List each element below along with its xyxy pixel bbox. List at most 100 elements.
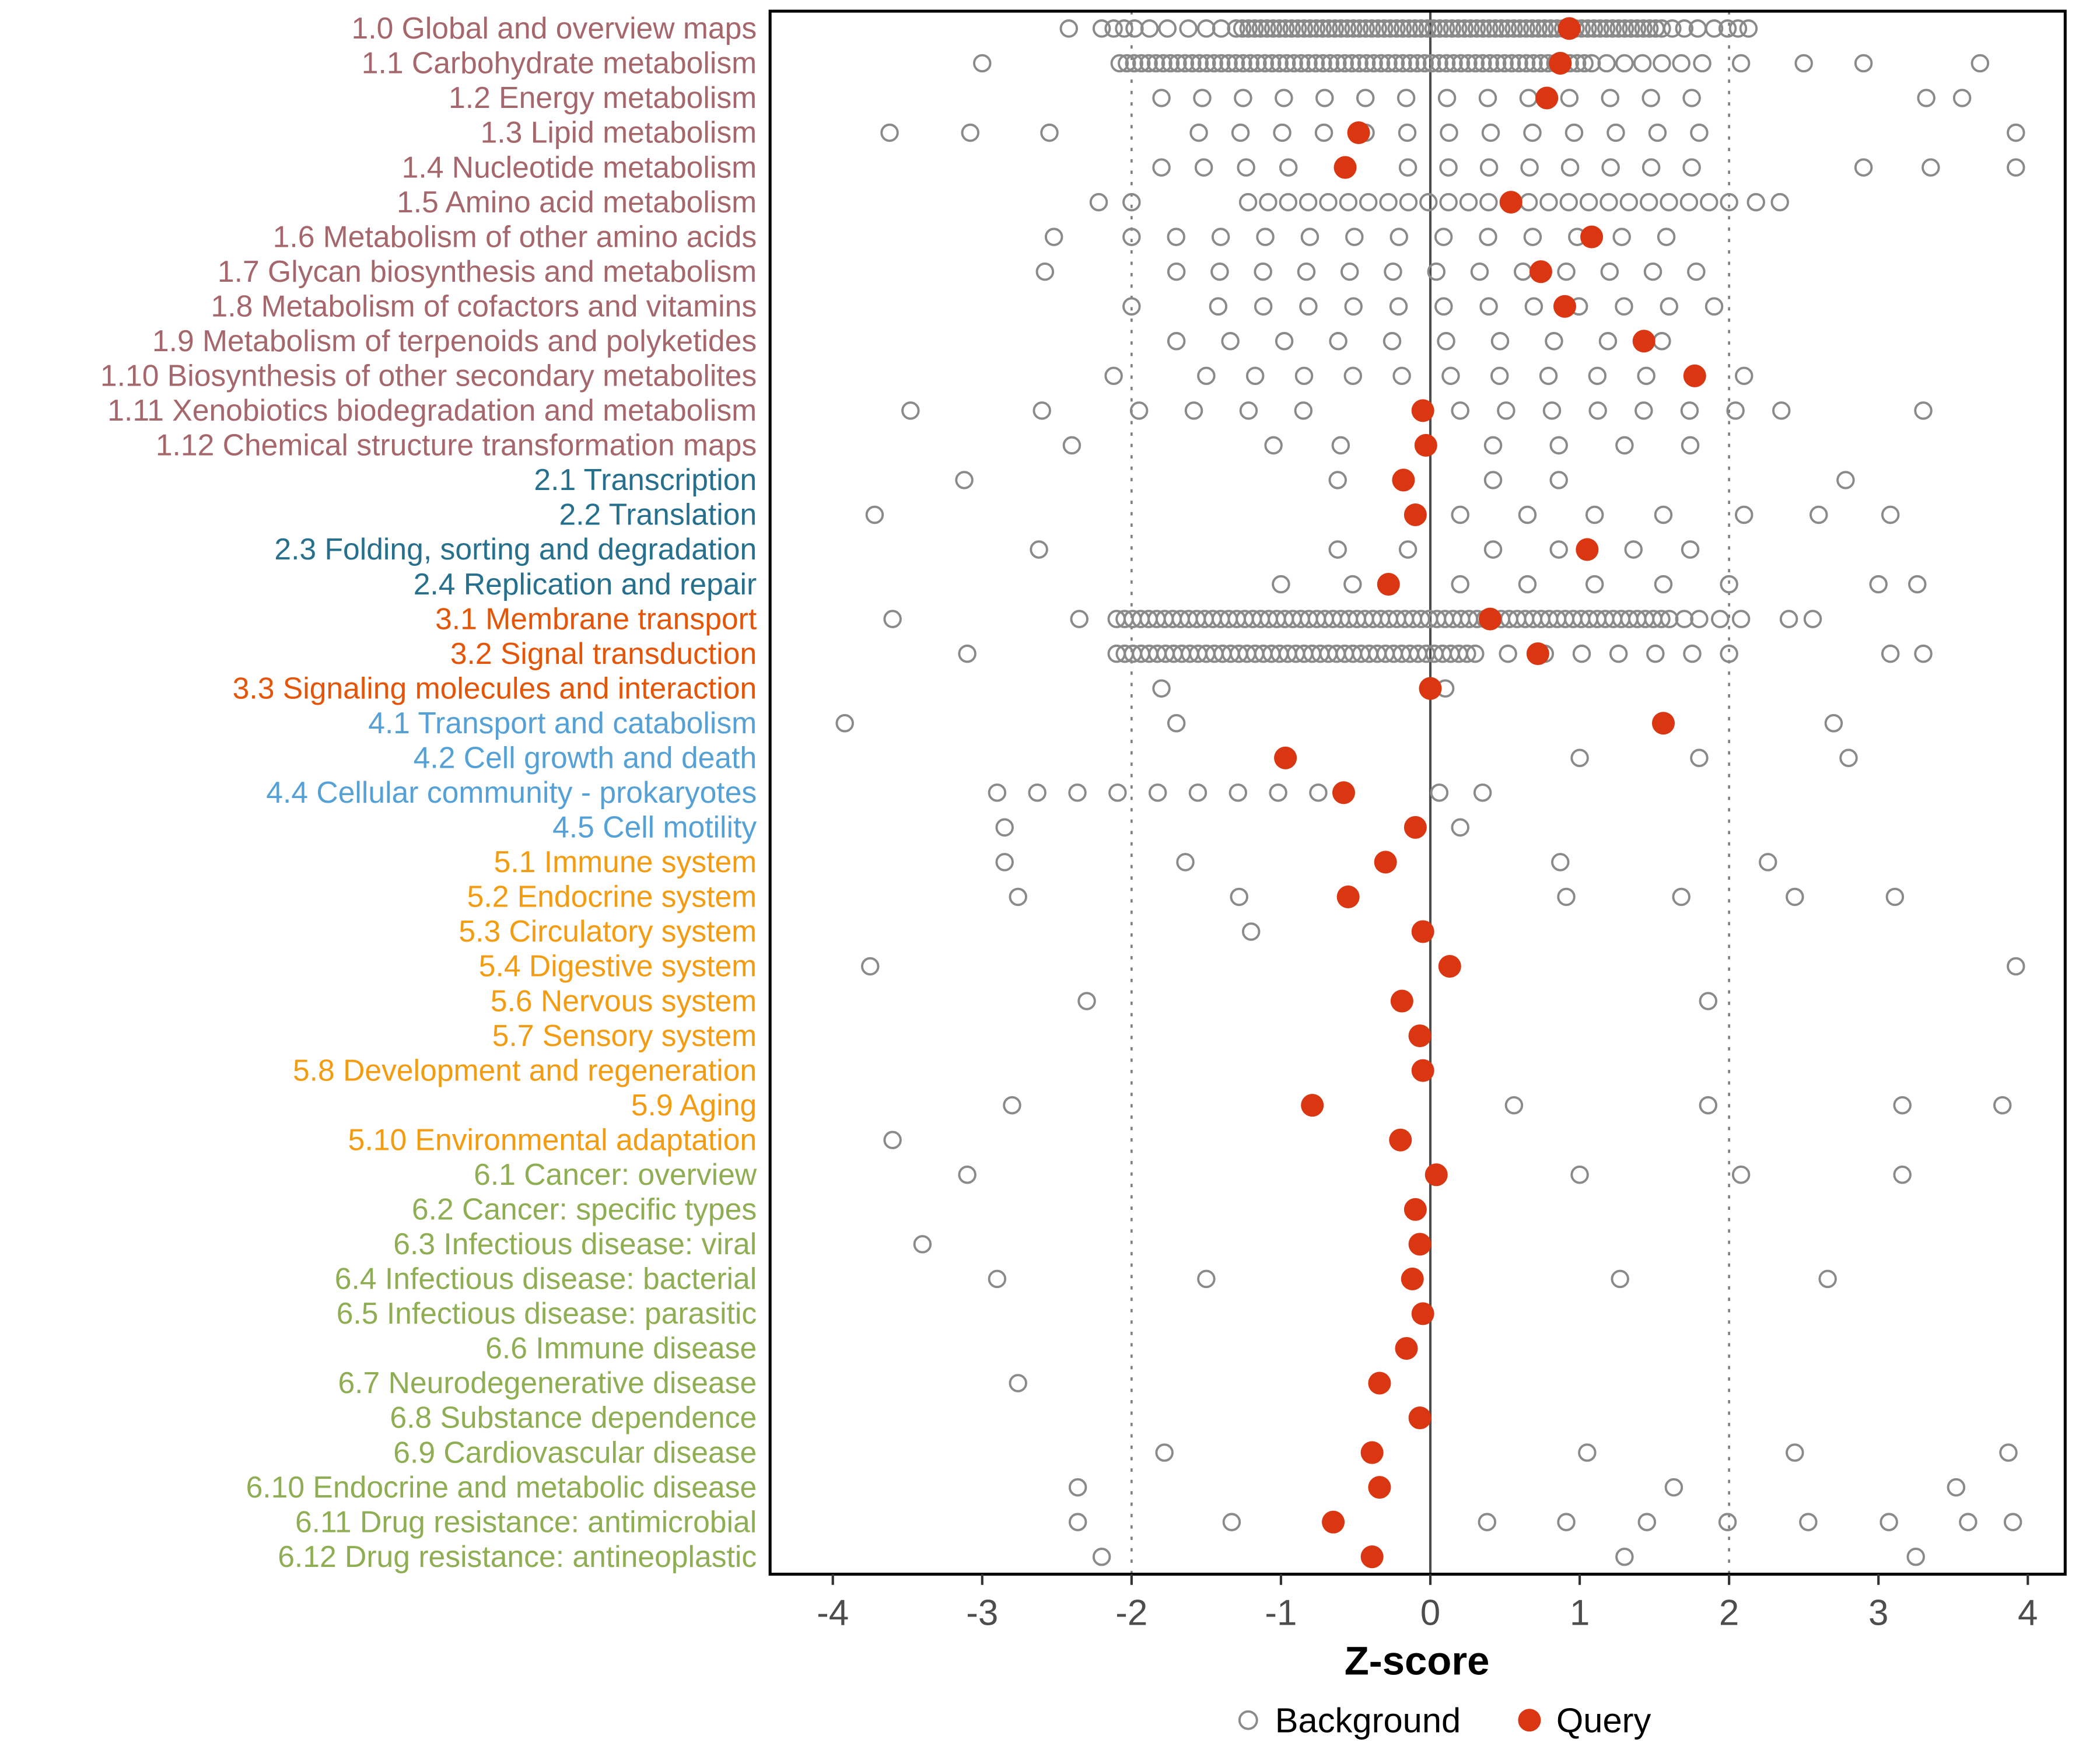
background-point bbox=[1959, 1513, 1978, 1531]
background-point bbox=[1155, 1443, 1174, 1462]
background-point bbox=[1675, 19, 1694, 38]
background-point bbox=[1517, 54, 1536, 73]
background-point bbox=[1219, 54, 1238, 73]
background-point bbox=[1299, 54, 1318, 73]
background-point bbox=[1068, 1478, 1087, 1497]
query-point bbox=[1683, 364, 1706, 387]
background-point bbox=[1579, 193, 1598, 212]
background-point bbox=[1263, 54, 1282, 73]
background-point bbox=[1637, 1513, 1657, 1531]
background-point bbox=[1198, 54, 1216, 73]
background-point bbox=[1560, 158, 1580, 177]
background-point bbox=[1455, 19, 1474, 38]
background-point bbox=[1634, 19, 1653, 38]
background-point bbox=[1434, 228, 1453, 246]
background-point bbox=[1139, 54, 1158, 73]
background-point bbox=[1264, 19, 1283, 38]
background-point bbox=[1640, 19, 1659, 38]
background-point bbox=[1335, 54, 1354, 73]
background-point bbox=[883, 1131, 902, 1149]
background-point bbox=[1390, 228, 1408, 246]
background-point bbox=[1392, 366, 1411, 386]
x-axis-tick-label: 4 bbox=[2018, 1593, 2038, 1633]
query-point bbox=[1411, 1059, 1434, 1082]
background-point bbox=[1209, 297, 1228, 316]
background-point bbox=[1108, 783, 1127, 802]
background-point bbox=[1401, 54, 1420, 73]
query-point bbox=[1411, 920, 1434, 943]
category-label: 6.5 Infectious disease: parasitic bbox=[337, 1296, 757, 1330]
background-point bbox=[1539, 366, 1558, 386]
background-point bbox=[1628, 19, 1647, 38]
background-point bbox=[1836, 471, 1855, 489]
background-point bbox=[1728, 19, 1748, 38]
background-point bbox=[1682, 158, 1701, 177]
background-point bbox=[1313, 19, 1332, 38]
background-point bbox=[1399, 19, 1418, 38]
background-point bbox=[1254, 262, 1272, 281]
background-point bbox=[1585, 505, 1604, 524]
background-point bbox=[880, 123, 899, 142]
query-point bbox=[1438, 954, 1461, 978]
background-point bbox=[1276, 19, 1295, 38]
background-point bbox=[1430, 54, 1448, 73]
background-point bbox=[1699, 992, 1718, 1010]
query-point bbox=[1395, 1336, 1418, 1360]
category-label: 4.4 Cellular community - prokaryotes bbox=[266, 775, 757, 809]
background-point bbox=[1241, 54, 1260, 73]
background-point bbox=[1700, 193, 1718, 212]
background-point bbox=[1642, 158, 1661, 177]
background-point bbox=[1350, 54, 1368, 73]
background-point bbox=[1687, 262, 1706, 281]
background-point bbox=[1523, 123, 1542, 142]
query-point bbox=[1322, 1510, 1345, 1534]
background-point bbox=[1615, 436, 1634, 455]
background-point bbox=[1363, 19, 1381, 38]
background-point bbox=[1339, 193, 1358, 212]
background-point bbox=[1314, 54, 1332, 73]
background-point bbox=[1125, 54, 1143, 73]
background-point bbox=[1490, 366, 1509, 386]
background-point bbox=[1690, 748, 1709, 767]
background-point bbox=[2003, 1513, 2022, 1531]
background-point bbox=[1549, 436, 1568, 455]
background-point bbox=[1497, 401, 1516, 420]
background-point bbox=[1572, 644, 1591, 663]
background-point bbox=[1451, 575, 1469, 594]
background-point bbox=[1803, 610, 1822, 628]
background-point bbox=[1654, 505, 1673, 524]
background-point bbox=[1486, 19, 1505, 38]
background-point bbox=[1606, 123, 1625, 142]
query-point bbox=[1580, 225, 1604, 249]
background-point bbox=[1122, 297, 1141, 316]
background-point bbox=[1167, 228, 1185, 246]
background-point bbox=[1600, 262, 1619, 281]
background-point bbox=[1211, 228, 1230, 246]
background-point bbox=[1461, 19, 1480, 38]
background-point bbox=[1068, 783, 1087, 802]
background-point bbox=[1241, 922, 1261, 941]
background-point bbox=[1718, 1513, 1737, 1531]
background-point bbox=[1439, 158, 1458, 177]
background-point bbox=[1437, 54, 1456, 73]
background-point bbox=[1179, 19, 1198, 38]
background-point bbox=[1436, 19, 1455, 38]
background-point bbox=[1424, 19, 1443, 38]
background-point bbox=[1854, 54, 1873, 73]
background-point bbox=[1839, 748, 1858, 767]
background-point bbox=[1258, 19, 1276, 38]
background-point bbox=[1499, 644, 1517, 663]
background-point bbox=[1230, 887, 1248, 907]
background-point bbox=[1222, 1513, 1241, 1531]
background-point bbox=[1660, 193, 1678, 212]
background-point bbox=[1648, 123, 1667, 142]
background-point bbox=[1881, 644, 1900, 663]
background-point bbox=[1451, 818, 1469, 837]
query-point bbox=[1332, 781, 1355, 804]
background-point bbox=[1466, 54, 1485, 73]
background-point bbox=[1338, 19, 1357, 38]
background-point bbox=[1294, 401, 1313, 420]
background-point bbox=[1660, 297, 1678, 316]
background-point bbox=[1282, 19, 1301, 38]
background-point bbox=[1824, 713, 1843, 733]
